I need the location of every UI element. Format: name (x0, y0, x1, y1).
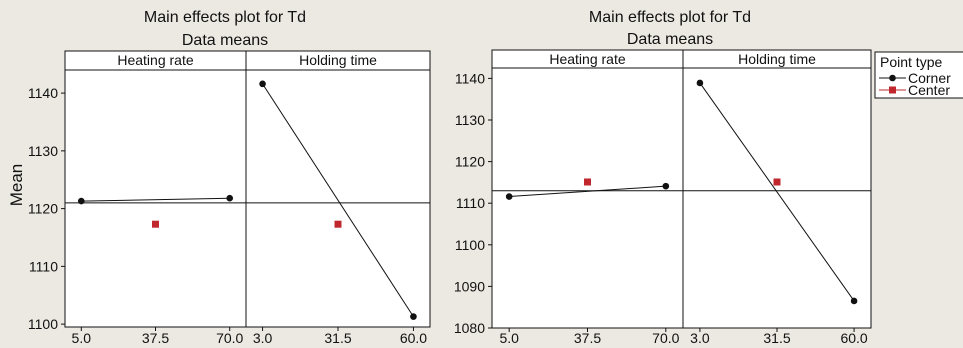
series-line-corner (699, 82, 855, 302)
legend-label: Corner (908, 70, 951, 86)
x-tick-label: 60.0 (840, 330, 867, 343)
y-tick-label: 1100 (28, 316, 58, 332)
chart-1: Main effects plot for Td Data means 1100 11… (7, 9, 431, 346)
chart-subtitle: Data means (627, 31, 713, 48)
x-tick-label: 3.0 (253, 330, 273, 343)
data-point-corner (505, 193, 513, 200)
series-line-corner (509, 185, 666, 198)
plot-area (492, 50, 871, 328)
data-point-corner (410, 313, 417, 320)
x-tick-label: 5.0 (72, 330, 92, 343)
panel-holding-time: Holding time 3.0 31.5 60.0 (245, 50, 431, 346)
x-tick-label: 5.0 (499, 330, 519, 343)
data-point-corner (77, 197, 85, 205)
data-point-corner (259, 80, 266, 88)
data-point-corner (696, 79, 704, 87)
y-tick-label: 1080 (454, 320, 485, 336)
y-tick-label: 1110 (29, 258, 58, 274)
series-line-corner (262, 83, 414, 317)
x-tick-label: 31.5 (763, 330, 790, 343)
panel-header-label: Holding time (299, 52, 377, 68)
data-point-corner (226, 194, 234, 202)
chart-subtitle: Data means (182, 32, 268, 49)
y-axis-label: Mean (7, 164, 26, 207)
series-line-corner (81, 197, 230, 202)
x-tick-label: 37.5 (142, 330, 169, 343)
legend-title: Point type (880, 54, 942, 70)
x-tick-label: 37.5 (574, 330, 601, 343)
y-tick-label: 1090 (454, 278, 485, 294)
y-tick-label: 1110 (456, 195, 485, 211)
legend-marker-square (889, 86, 896, 94)
x-tick-label: 31.5 (324, 330, 351, 343)
panel-header-label: Heating rate (117, 52, 193, 68)
y-tick-label: 1140 (28, 85, 58, 101)
y-tick-label: 1140 (455, 70, 485, 86)
plot-area (65, 51, 430, 327)
data-point-center (152, 220, 159, 228)
data-point-center (584, 178, 591, 186)
panel-holding-time: Holding time 3.0 31.5 60.0 (682, 49, 872, 346)
panel-heating-rate: Heating rate 5.0 37.5 70.0 (491, 49, 684, 346)
data-point-corner (662, 182, 670, 190)
legend-marker-circle (889, 74, 896, 82)
legend-label: Center (908, 82, 950, 98)
chart-2: Main effects plot for Td Data means 1080 10… (454, 9, 872, 346)
panel-header-label: Heating rate (549, 51, 625, 67)
x-tick-label: 70.0 (216, 330, 243, 343)
panel-header-label: Holding time (738, 51, 816, 67)
data-point-corner (850, 297, 858, 305)
y-tick-label: 1130 (28, 143, 58, 159)
data-point-center (334, 220, 342, 228)
y-tick-label: 1120 (455, 154, 485, 170)
x-tick-label: 70.0 (652, 330, 679, 343)
x-tick-label: 3.0 (690, 330, 710, 343)
data-point-center (773, 178, 781, 186)
y-tick-label: 1130 (455, 112, 485, 128)
chart-title: Main effects plot for Td (589, 9, 751, 26)
x-tick-label: 60.0 (400, 330, 427, 343)
y-tick-label: 1120 (28, 201, 58, 217)
y-tick-label: 1100 (455, 237, 485, 253)
chart-title: Main effects plot for Td (144, 9, 306, 26)
